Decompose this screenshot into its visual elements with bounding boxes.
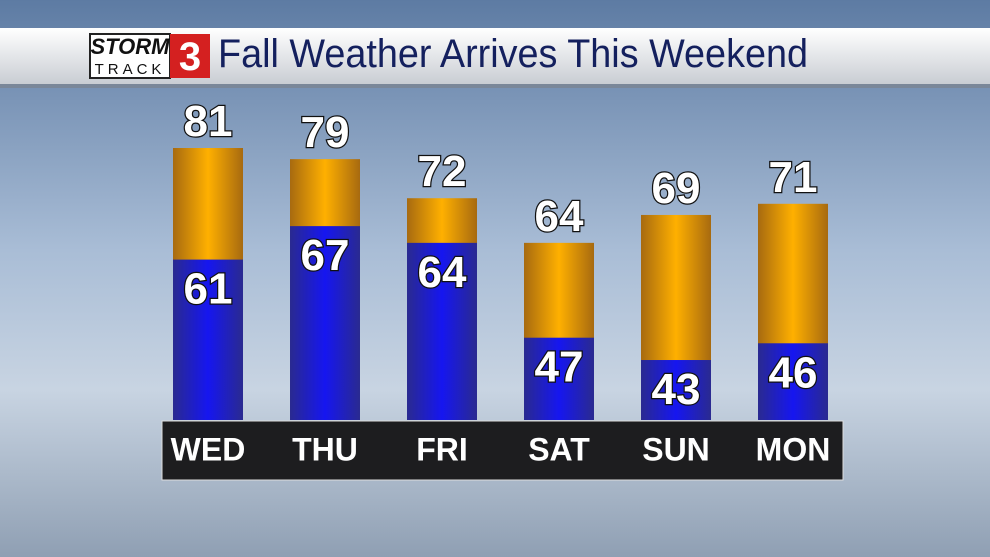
- header-rule: [0, 84, 990, 88]
- low-bar: [641, 360, 711, 420]
- category-strip: [161, 420, 844, 481]
- low-label: 47: [535, 343, 584, 392]
- logo-box: [89, 33, 171, 79]
- logo-bottom: TRACK: [95, 61, 166, 78]
- low-label: 46: [769, 348, 818, 397]
- logo-number: 3: [179, 35, 201, 79]
- x-tick-label: FRI: [416, 431, 468, 467]
- low-label: 64: [418, 248, 467, 297]
- x-tick-label: THU: [292, 431, 358, 467]
- high-label: 69: [652, 164, 701, 213]
- high-label: 71: [769, 153, 818, 202]
- high-label: 81: [184, 97, 233, 146]
- logo-top: STORM: [90, 34, 170, 59]
- chart-title: Fall Weather Arrives This Weekend: [218, 32, 808, 76]
- logo-number-box: [170, 34, 210, 78]
- x-tick-label: MON: [756, 431, 831, 467]
- low-label: 61: [184, 265, 233, 314]
- x-tick-label: SUN: [642, 431, 710, 467]
- high-label: 79: [301, 108, 350, 157]
- low-bar: [524, 337, 594, 420]
- low-bar: [758, 343, 828, 420]
- low-bar: [290, 226, 360, 420]
- low-bar: [173, 259, 243, 420]
- low-bar: [407, 242, 477, 420]
- high-label: 64: [535, 192, 584, 241]
- high-label: 72: [418, 147, 467, 196]
- x-tick-label: SAT: [528, 431, 590, 467]
- low-label: 67: [301, 231, 350, 280]
- x-tick-label: WED: [171, 431, 246, 467]
- logo: STORM TRACK 3: [89, 33, 210, 79]
- low-label: 43: [652, 365, 701, 414]
